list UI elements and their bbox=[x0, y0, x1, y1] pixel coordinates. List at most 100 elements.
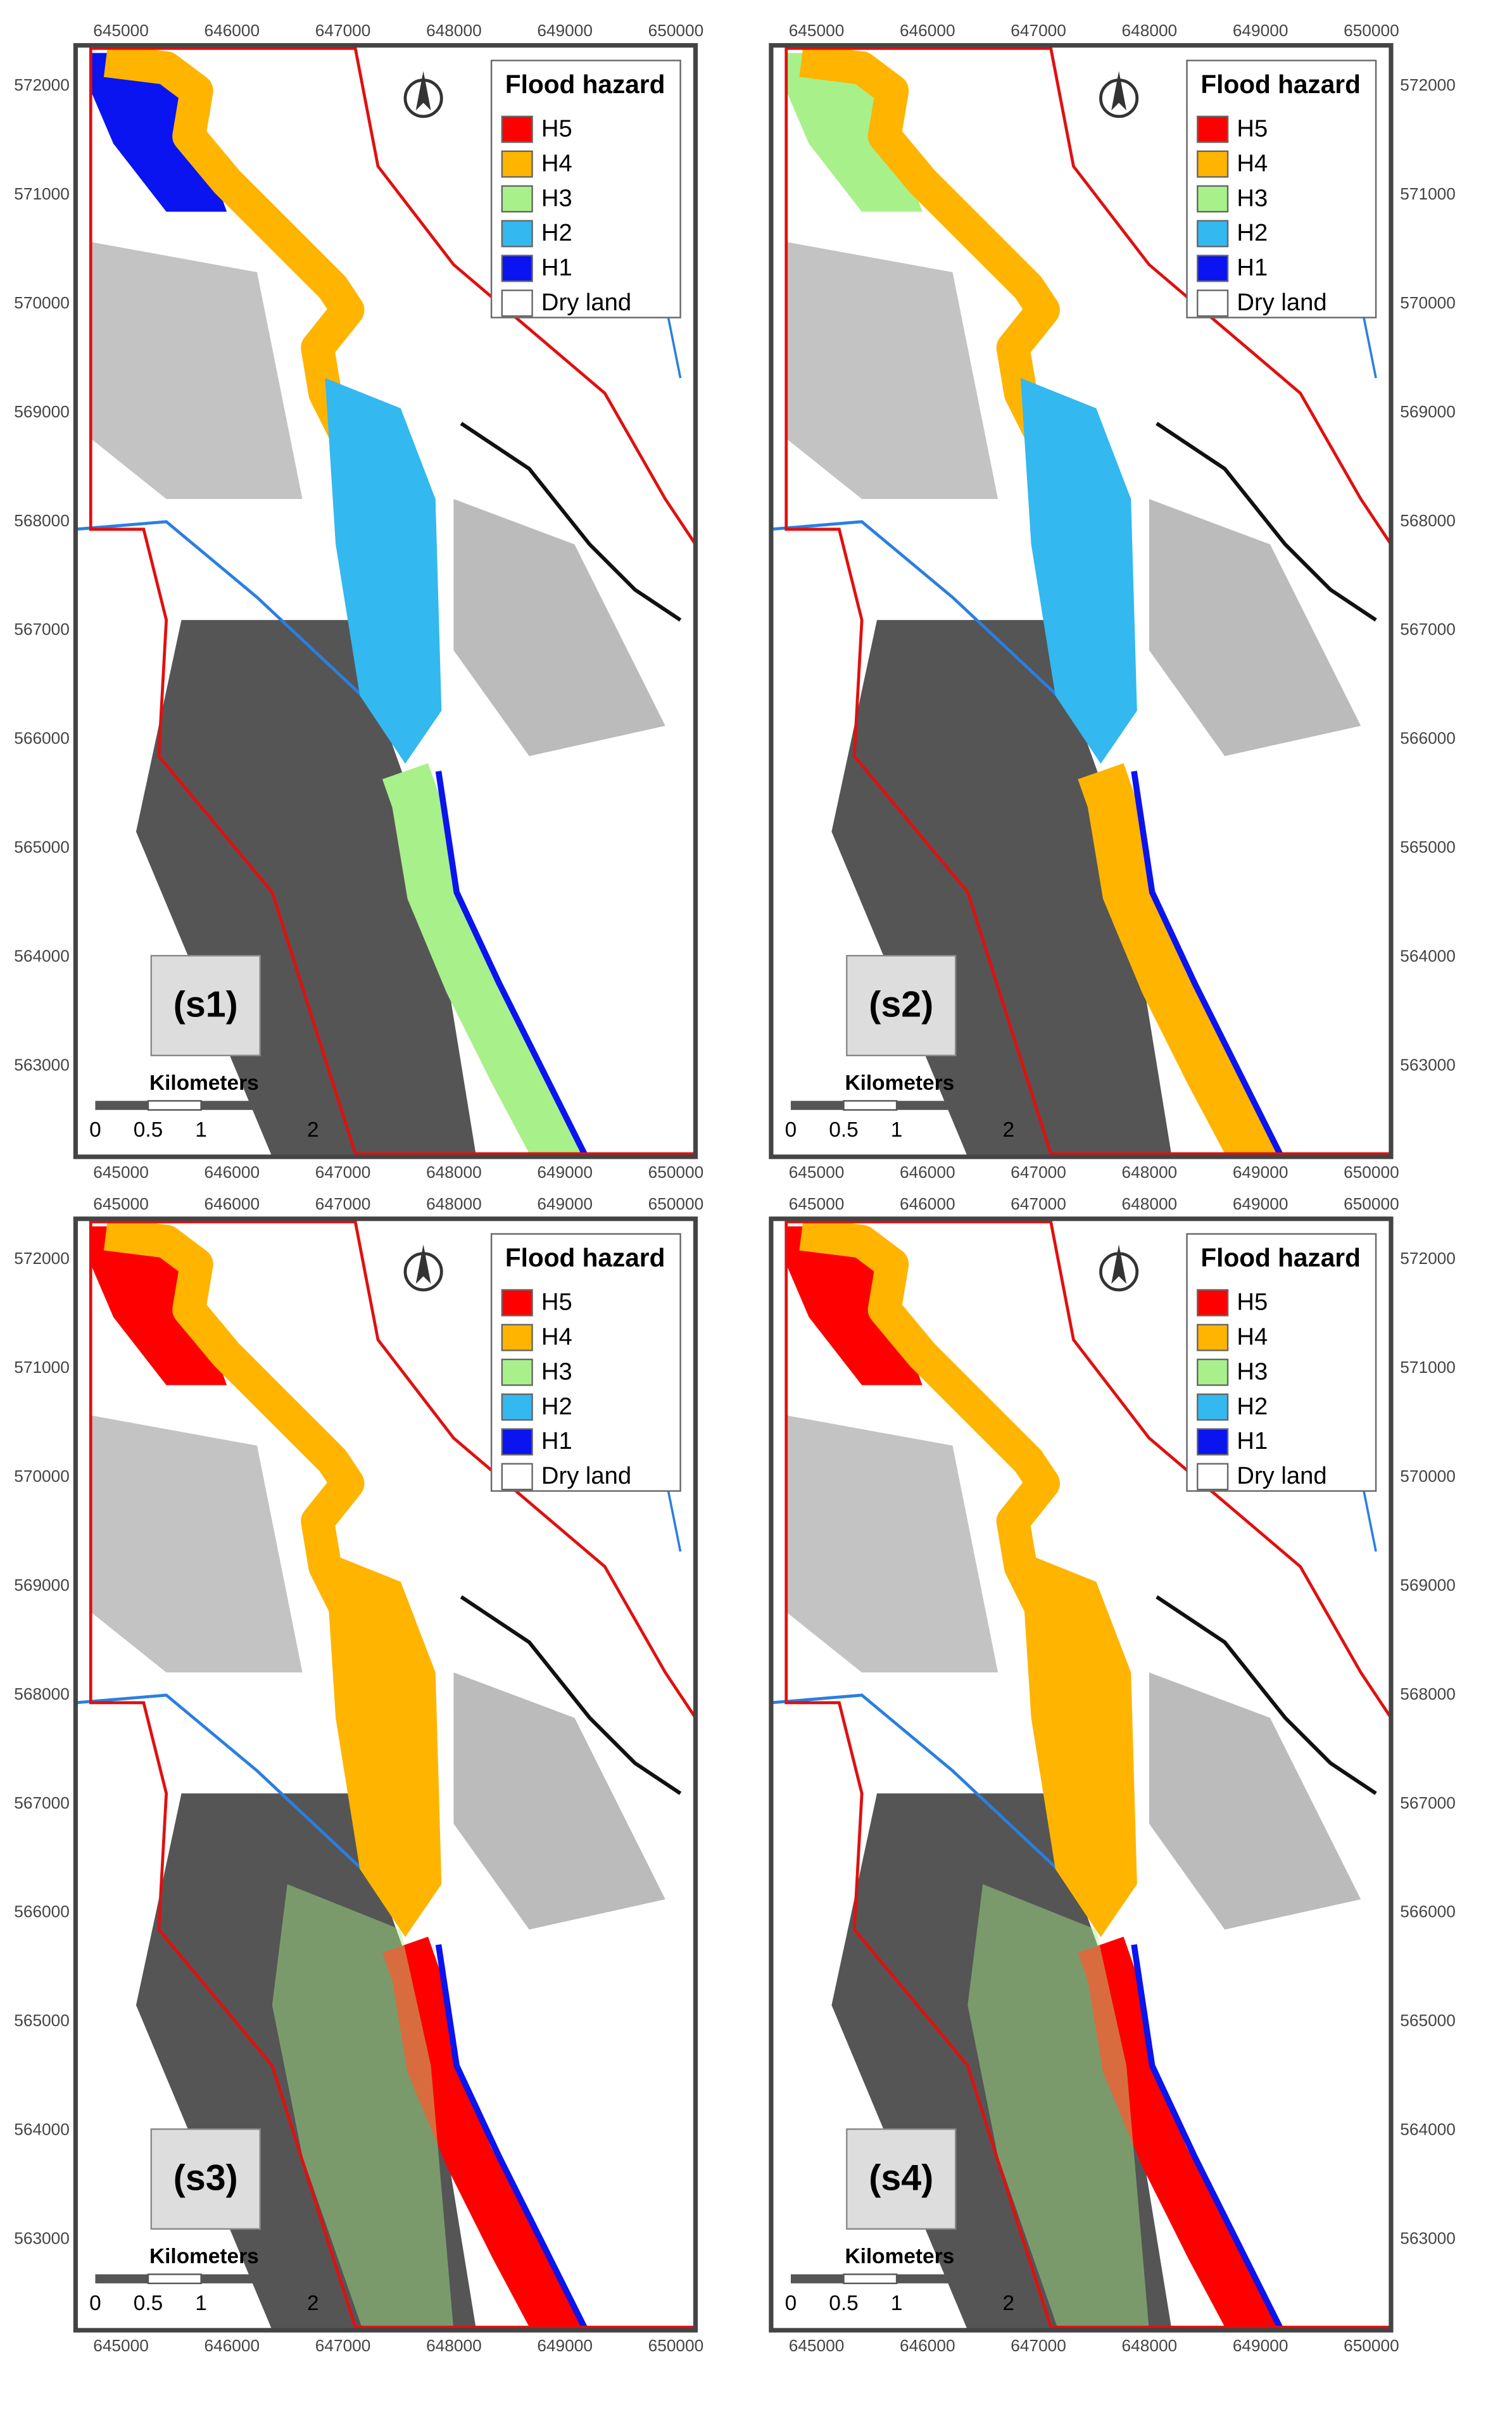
scale-title: Kilometers bbox=[149, 1071, 259, 1095]
legend-label: H5 bbox=[541, 1289, 572, 1316]
y-tick-label: 564000 bbox=[1400, 947, 1456, 966]
legend-swatch bbox=[501, 1323, 533, 1351]
legend-title: Flood hazard bbox=[1200, 70, 1360, 99]
x-tick-label: 648000 bbox=[426, 1163, 482, 1182]
urban-area bbox=[1149, 499, 1361, 756]
legend-label: H4 bbox=[541, 1323, 572, 1350]
legend-label: H2 bbox=[541, 219, 572, 246]
north-arrow-needle bbox=[1111, 1244, 1127, 1284]
x-tick-label: 648000 bbox=[426, 21, 482, 40]
y-tick-label: 569000 bbox=[14, 1575, 70, 1594]
x-tick-label: 645000 bbox=[93, 2336, 149, 2355]
flood-zone bbox=[967, 1884, 1149, 2330]
y-tick-label: 566000 bbox=[14, 729, 70, 748]
scale-segment bbox=[201, 2274, 313, 2283]
scale-label: 2 bbox=[307, 2292, 319, 2315]
flood-zone bbox=[91, 53, 227, 212]
urban-area bbox=[1149, 1672, 1361, 1930]
urban-area bbox=[786, 242, 999, 500]
legend-swatch bbox=[1197, 1358, 1229, 1386]
north-arrow-needle bbox=[415, 1244, 431, 1284]
y-tick-label: 568000 bbox=[14, 1684, 70, 1703]
flood-zone bbox=[799, 45, 1066, 462]
urban-area bbox=[91, 1415, 303, 1673]
y-tick-label: 565000 bbox=[1400, 2011, 1456, 2030]
y-tick-label: 570000 bbox=[14, 1467, 70, 1486]
y-tick-label: 566000 bbox=[1400, 1902, 1456, 1921]
scale-title: Kilometers bbox=[845, 2245, 954, 2268]
x-tick-label: 646000 bbox=[205, 1194, 260, 1213]
scale-label: 2 bbox=[1002, 2292, 1014, 2315]
flood-zone bbox=[786, 1226, 923, 1386]
x-tick-label: 647000 bbox=[1011, 2336, 1066, 2355]
x-tick-label: 648000 bbox=[1122, 1163, 1178, 1182]
flood-zone bbox=[103, 45, 370, 462]
x-tick-label: 649000 bbox=[1233, 1194, 1288, 1213]
legend-label: H2 bbox=[1237, 1392, 1268, 1420]
embankment bbox=[1156, 1595, 1377, 1795]
river-edge bbox=[435, 1944, 589, 2330]
embankment bbox=[1156, 422, 1377, 622]
y-tick-label: 563000 bbox=[14, 1055, 70, 1074]
legend-swatch bbox=[1197, 289, 1229, 317]
y-tick-label: 567000 bbox=[14, 620, 70, 639]
legend-label: H5 bbox=[1237, 115, 1268, 142]
river-edge bbox=[435, 771, 589, 1157]
canal bbox=[771, 1693, 1075, 1886]
x-tick-label: 645000 bbox=[789, 1194, 845, 1213]
legend-title: Flood hazard bbox=[505, 70, 665, 99]
legend-swatch bbox=[501, 185, 533, 213]
scale-segment bbox=[95, 2274, 149, 2283]
x-tick-label: 649000 bbox=[537, 1163, 593, 1182]
y-tick-label: 568000 bbox=[1400, 511, 1456, 530]
flood-zone bbox=[272, 1884, 454, 2330]
x-tick-label: 647000 bbox=[315, 21, 371, 40]
urban-area bbox=[453, 1672, 665, 1930]
map-panel: 645000 645000 646000 646000 647000 647000 6480… bbox=[14, 21, 703, 1182]
flood-zone bbox=[799, 1218, 1066, 1635]
legend-label: Dry land bbox=[541, 289, 631, 316]
scale-segment bbox=[147, 1100, 202, 1111]
x-tick-label: 646000 bbox=[205, 2336, 260, 2355]
y-tick-label: 571000 bbox=[1400, 1358, 1456, 1377]
legend-swatch bbox=[501, 1428, 533, 1456]
scale-label: 0.5 bbox=[134, 2292, 163, 2315]
flood-zone bbox=[1020, 378, 1137, 764]
legend-swatch bbox=[1197, 1393, 1229, 1421]
legend: Flood hazard H5 H4 H3 H2 H1 Dry land bbox=[1186, 1233, 1377, 1492]
scale-title: Kilometers bbox=[149, 2245, 259, 2268]
legend-label: H1 bbox=[1237, 1427, 1268, 1455]
scale-segment bbox=[147, 2273, 202, 2285]
x-tick-label: 648000 bbox=[426, 1194, 482, 1213]
flood-zone bbox=[382, 1936, 584, 2330]
x-tick-label: 646000 bbox=[900, 1194, 955, 1213]
y-tick-label: 570000 bbox=[14, 293, 70, 312]
flood-zone bbox=[91, 1226, 227, 1386]
scale-label: 1 bbox=[195, 2292, 207, 2315]
canal bbox=[771, 520, 1075, 712]
legend-swatch bbox=[501, 1358, 533, 1386]
river-edge bbox=[1131, 771, 1285, 1157]
north-arrow bbox=[1099, 71, 1139, 118]
panel-label: (s2) bbox=[869, 985, 933, 1025]
y-tick-label: 568000 bbox=[1400, 1684, 1456, 1703]
scale-label: 1 bbox=[891, 1118, 903, 1142]
urban-area bbox=[453, 499, 665, 756]
y-tick-label: 566000 bbox=[1400, 729, 1456, 748]
embankment bbox=[460, 1595, 682, 1795]
scale-label: 0.5 bbox=[829, 1118, 858, 1142]
y-tick-label: 572000 bbox=[14, 1249, 70, 1268]
legend-swatch bbox=[501, 289, 533, 317]
north-arrow bbox=[403, 1244, 443, 1292]
legend-label: Dry land bbox=[541, 1462, 631, 1489]
legend-label: H4 bbox=[541, 149, 572, 177]
panel-label: (s1) bbox=[173, 985, 238, 1025]
scale-segment bbox=[95, 1101, 149, 1110]
y-tick-label: 570000 bbox=[1400, 293, 1456, 312]
scale-label: 1 bbox=[195, 1118, 207, 1142]
x-tick-label: 646000 bbox=[900, 21, 955, 40]
flood-zone bbox=[325, 378, 442, 764]
x-tick-label: 647000 bbox=[1011, 1163, 1066, 1182]
x-tick-label: 649000 bbox=[1233, 2336, 1288, 2355]
x-tick-label: 647000 bbox=[315, 1194, 371, 1213]
